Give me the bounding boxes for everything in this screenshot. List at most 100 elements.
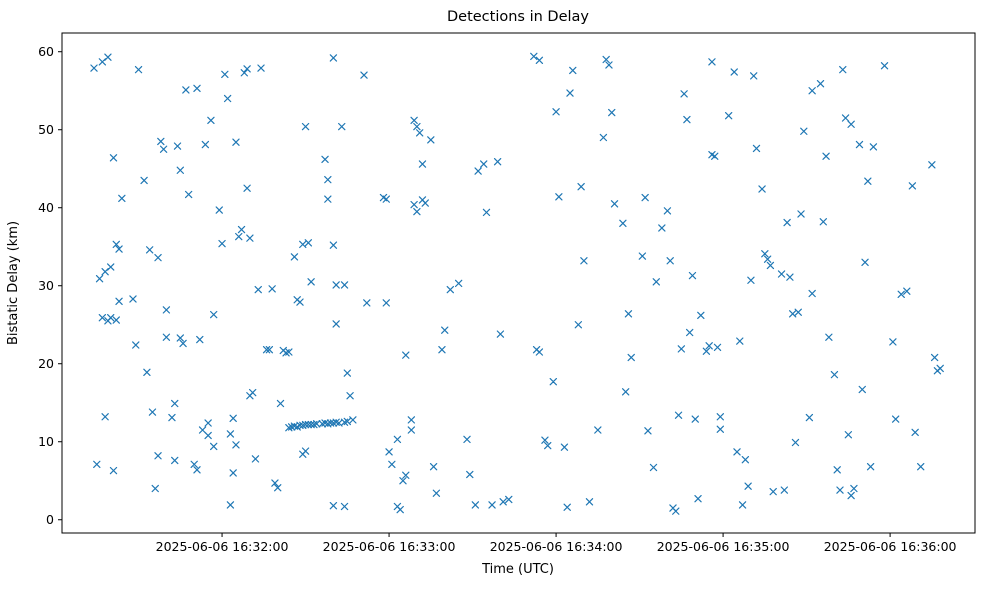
scatter-points bbox=[90, 52, 944, 515]
scatter-point bbox=[482, 208, 491, 217]
scatter-point bbox=[396, 505, 404, 514]
scatter-point bbox=[505, 495, 513, 504]
scatter-point bbox=[410, 116, 418, 125]
scatter-point bbox=[432, 489, 441, 497]
scatter-point bbox=[232, 441, 240, 449]
scatter-point bbox=[555, 193, 563, 201]
scatter-point bbox=[210, 310, 218, 319]
scatter-point bbox=[766, 261, 775, 270]
scatter-point bbox=[605, 61, 613, 69]
scatter-point bbox=[340, 502, 349, 511]
scatter-point bbox=[363, 299, 371, 307]
scatter-point bbox=[791, 438, 800, 447]
scatter-point bbox=[140, 176, 148, 185]
scatter-point bbox=[869, 143, 878, 151]
scatter-point bbox=[602, 55, 610, 64]
scatter-point bbox=[641, 193, 649, 202]
scatter-point bbox=[711, 152, 719, 160]
scatter-point bbox=[407, 426, 416, 434]
scatter-point bbox=[677, 345, 686, 353]
scatter-point bbox=[580, 257, 588, 265]
scatter-point bbox=[861, 258, 869, 267]
scatter-point bbox=[129, 295, 137, 303]
scatter-point bbox=[338, 122, 346, 131]
scatter-point bbox=[157, 137, 165, 146]
scatter-point bbox=[299, 240, 307, 249]
scatter-point bbox=[221, 70, 229, 79]
scatter-point bbox=[530, 52, 538, 61]
scatter-point bbox=[788, 310, 797, 318]
scatter-point bbox=[688, 271, 697, 280]
scatter-point bbox=[666, 257, 674, 265]
scatter-point bbox=[407, 416, 416, 424]
scatter-point bbox=[268, 285, 276, 293]
x-axis-label: Time (UTC) bbox=[481, 562, 554, 577]
scatter-point bbox=[836, 486, 844, 494]
scatter-point bbox=[763, 255, 772, 263]
scatter-point bbox=[638, 252, 647, 260]
scatter-point bbox=[276, 399, 285, 408]
scatter-point bbox=[736, 337, 744, 345]
scatter-point bbox=[329, 501, 338, 510]
scatter-point bbox=[271, 479, 279, 487]
scatter-point bbox=[471, 501, 480, 509]
scatter-point bbox=[134, 65, 143, 74]
scatter-point bbox=[262, 345, 271, 354]
y-axis-label: Bistatic Delay (km) bbox=[6, 221, 21, 345]
x-axis-ticks: 2025-06-06 16:32:00 2025-06-06 16:33:00 20… bbox=[156, 533, 957, 554]
scatter-point bbox=[399, 477, 407, 485]
scatter-point bbox=[321, 155, 329, 164]
scatter-point bbox=[324, 175, 332, 184]
scatter-point bbox=[463, 435, 471, 444]
x-tick-label: 2025-06-06 16:32:00 bbox=[156, 539, 289, 554]
scatter-point bbox=[159, 145, 168, 153]
scatter-point bbox=[903, 287, 911, 295]
scatter-point bbox=[830, 370, 839, 379]
x-tick-label: 2025-06-06 16:34:00 bbox=[490, 539, 623, 554]
scatter-point bbox=[410, 200, 418, 209]
scatter-point bbox=[427, 136, 435, 144]
scatter-point bbox=[474, 167, 482, 175]
scatter-point bbox=[301, 447, 310, 455]
scatter-point bbox=[415, 129, 424, 137]
scatter-point bbox=[385, 448, 393, 456]
scatter-point bbox=[382, 299, 390, 307]
scatter-point bbox=[446, 285, 455, 294]
scatter-point bbox=[176, 334, 184, 342]
scatter-point bbox=[624, 310, 633, 318]
scatter-point bbox=[429, 462, 438, 471]
scatter-point bbox=[118, 194, 126, 203]
y-tick-label: 50 bbox=[38, 122, 54, 137]
scatter-point bbox=[552, 108, 560, 116]
scatter-point bbox=[466, 470, 474, 479]
scatter-point bbox=[724, 111, 733, 120]
scatter-point bbox=[296, 298, 304, 306]
scatter-point bbox=[917, 462, 925, 471]
y-tick-label: 40 bbox=[38, 200, 54, 215]
scatter-point bbox=[154, 452, 162, 460]
scatter-point bbox=[563, 503, 571, 511]
scatter-point bbox=[402, 351, 410, 359]
scatter-point bbox=[794, 308, 802, 316]
scatter-point bbox=[193, 84, 201, 93]
scatter-point bbox=[190, 460, 198, 469]
scatter-point bbox=[800, 127, 808, 135]
scatter-point bbox=[346, 392, 354, 400]
scatter-point bbox=[658, 224, 666, 232]
scatter-point bbox=[880, 62, 889, 70]
scatter-point bbox=[196, 335, 204, 344]
scatter-point bbox=[207, 116, 215, 125]
scatter-point bbox=[204, 431, 212, 440]
scatter-point bbox=[544, 441, 552, 450]
scatter-point bbox=[496, 330, 505, 338]
scatter-point bbox=[797, 210, 805, 218]
scatter-point bbox=[866, 462, 875, 471]
scatter-point bbox=[332, 281, 340, 289]
scatter-point bbox=[349, 416, 357, 424]
scatter-point bbox=[708, 58, 716, 66]
scatter-point bbox=[822, 152, 830, 160]
scatter-point bbox=[243, 65, 251, 73]
scatter-point bbox=[786, 273, 794, 281]
scatter-point bbox=[304, 239, 313, 247]
